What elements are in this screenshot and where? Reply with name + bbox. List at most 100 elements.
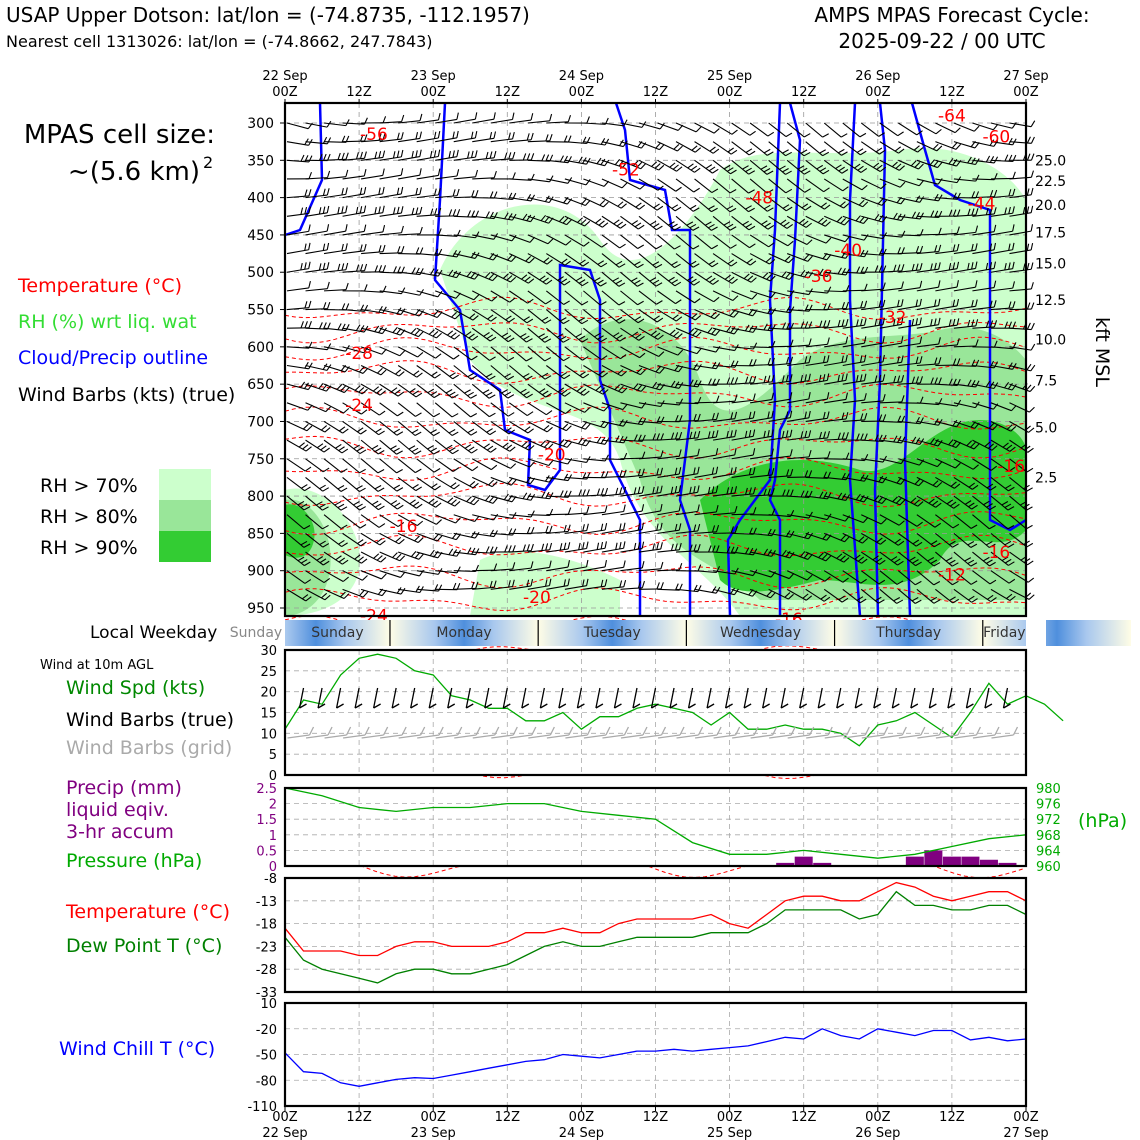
wind-barb-feather [919, 196, 925, 203]
panel-y-tick-label: 0 [269, 769, 277, 784]
wind-barb-feather [693, 486, 696, 494]
wind-barb-feather [827, 286, 832, 294]
wind-barb-staff [546, 458, 568, 465]
wind-barb-feather [435, 502, 442, 508]
wind-barb-feather [948, 378, 953, 386]
wind-barb-feather [378, 187, 381, 195]
wind-barb-feather [936, 145, 943, 152]
wind-barb-feather [970, 580, 978, 585]
wind-barb-feather [973, 125, 980, 132]
wind-barb-staff [286, 570, 306, 584]
wind-barb-feather [975, 280, 978, 288]
wind-barb-feather [363, 168, 367, 177]
wind-barb-staff [509, 119, 532, 124]
wind-barb-feather [391, 387, 398, 393]
wind-barb-feather [471, 448, 478, 454]
wind-barb-feather [522, 373, 530, 378]
wind-barb-feather [919, 212, 924, 220]
wind-barb-feather [549, 492, 554, 499]
wind-barb-feather [840, 534, 847, 541]
sfc-wind-barb-grid [917, 734, 940, 739]
wind-barb-feather [493, 150, 497, 158]
wind-barb-feather [563, 135, 568, 143]
wind-barb-feather [823, 491, 828, 499]
wind-barb-feather [1022, 207, 1026, 215]
panel-y-tick-label: 10 [260, 997, 277, 1012]
wind-barb-feather [489, 336, 497, 342]
wind-barb-feather [524, 276, 531, 282]
wind-barb-staff [972, 231, 995, 236]
wind-barb-feather [475, 190, 479, 197]
wind-barb-feather [729, 189, 737, 194]
wind-barb-staff [898, 458, 920, 466]
wind-barb-feather [563, 374, 571, 380]
wind-barb-staff [398, 174, 420, 180]
wind-barb-staff [379, 232, 402, 236]
wind-barb-feather [397, 504, 404, 510]
wind-barb-feather [975, 225, 979, 233]
wind-barb-feather [711, 226, 718, 231]
wind-barb-staff [620, 178, 641, 190]
wind-barb-feather [396, 206, 400, 214]
wind-barb-feather [633, 383, 639, 390]
wind-barb-feather [304, 243, 307, 251]
wind-barb-feather [656, 486, 659, 494]
wind-barb-staff [842, 178, 863, 191]
wind-barb-feather [489, 356, 496, 361]
wind-barb-feather [507, 254, 513, 261]
wind-barb-feather [538, 388, 546, 393]
cross-section-axes: 3003504004505005506006507007508008509009… [247, 69, 1066, 617]
legend-wind: Wind Barbs (kts) (true) [18, 384, 235, 406]
wind-barb-staff [990, 230, 1013, 236]
wind-barb-feather [528, 257, 535, 264]
wind-barb-staff [509, 178, 532, 181]
wind-barb-feather [582, 136, 587, 144]
wind-barb-feather [502, 442, 509, 448]
wind-barb-feather [401, 266, 405, 274]
wind-barb-feather [467, 372, 475, 378]
wind-barb-feather [600, 488, 605, 496]
wind-barb-feather [969, 441, 976, 448]
wind-barb-feather [1012, 206, 1015, 214]
wind-barb-feather [945, 557, 953, 562]
wind-barb-feather [753, 342, 758, 350]
wind-barb-feather [986, 559, 993, 564]
wind-barb-feather [789, 410, 793, 418]
wind-barb-feather [448, 548, 454, 555]
wind-barb-feather [304, 579, 312, 584]
wind-barb-feather [915, 318, 918, 326]
wind-barb-feather [971, 262, 974, 270]
wind-barb-feather [767, 151, 774, 156]
wind-barb-feather [693, 280, 700, 286]
wind-barb-feather [492, 275, 498, 282]
wind-barb-staff [787, 456, 810, 460]
sfc-wind-barb-true [928, 687, 935, 709]
wind-barb-feather [790, 489, 794, 497]
wind-barb-feather [971, 504, 978, 510]
wind-barb-feather [932, 143, 939, 150]
wind-barb-feather [450, 332, 457, 338]
wind-barb-feather [527, 298, 534, 304]
wind-barb-feather [707, 486, 711, 494]
wind-barb-staff [935, 458, 956, 469]
wind-barb-feather [409, 388, 416, 393]
wind-barb-feather [604, 523, 608, 531]
wind-barb-feather [396, 132, 400, 140]
wind-barb-feather [475, 210, 480, 218]
wind-barb-feather [785, 430, 789, 438]
wind-barb-feather [910, 497, 917, 503]
wind-barb-staff [712, 178, 731, 194]
wind-barb-staff [564, 234, 585, 247]
wind-barb-feather [1012, 301, 1016, 309]
wind-barb-feather [693, 413, 697, 421]
wind-barb-feather [412, 501, 420, 507]
wind-barb-feather [975, 339, 979, 347]
legend-rh: RH (%) wrt liq. wat [18, 311, 197, 333]
wind-barb-feather [431, 500, 439, 506]
wind-barb-feather [567, 524, 571, 532]
wind-barb-feather [659, 122, 665, 130]
wind-barb-feather [374, 265, 379, 273]
wind-barb-staff [694, 346, 717, 353]
wind-barb-staff [490, 568, 513, 572]
wind-barb-staff [694, 511, 717, 516]
